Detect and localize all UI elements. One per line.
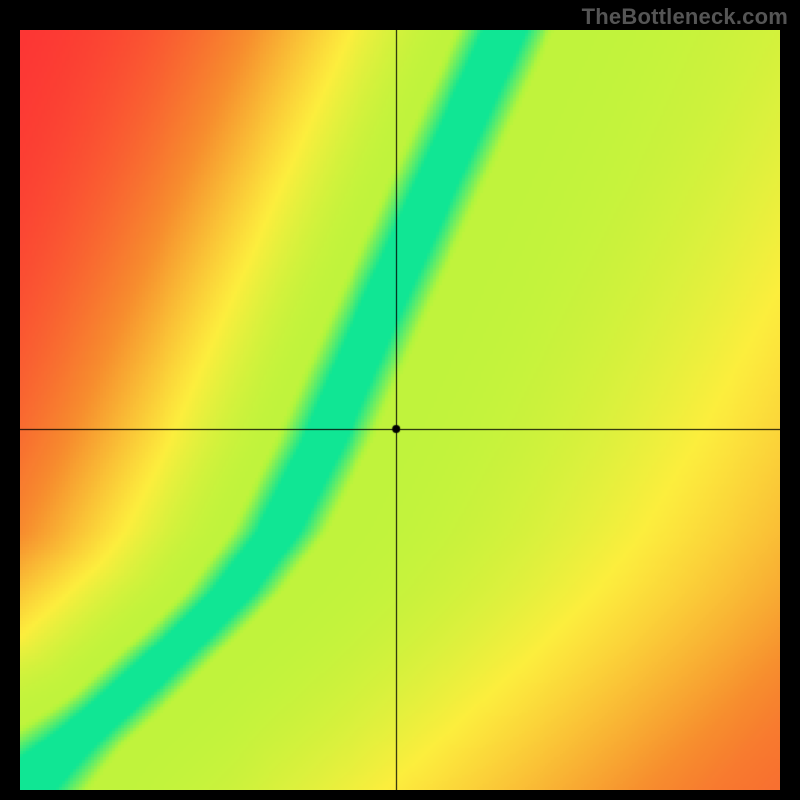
watermark-label: TheBottleneck.com xyxy=(582,4,788,30)
heatmap-canvas xyxy=(20,30,780,790)
